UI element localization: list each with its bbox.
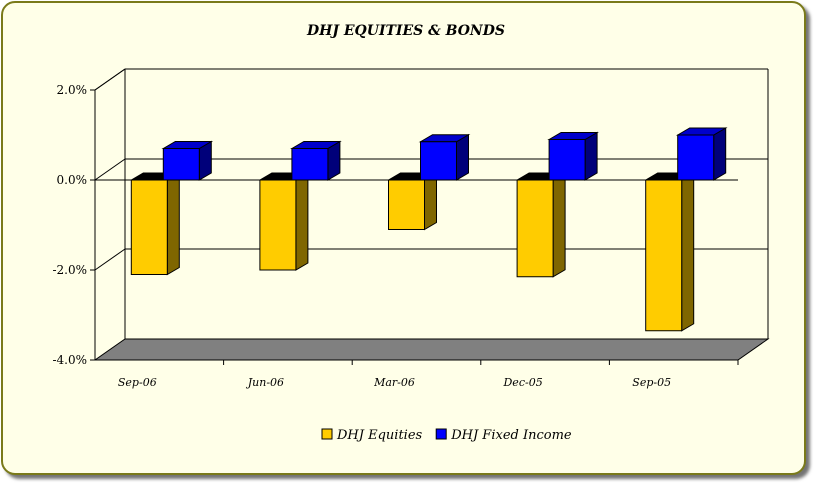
y-tick-label: 2.0%	[57, 83, 88, 97]
bar-fixed-income	[420, 141, 457, 181]
x-tick-label: Dec-05	[502, 376, 542, 389]
bar-fixed-income-side	[584, 131, 598, 181]
side-gridline	[94, 68, 126, 91]
bar-equities	[259, 179, 297, 271]
bar-fixed-income	[548, 139, 586, 181]
y-tick-label: -2.0%	[52, 263, 87, 277]
bar-equities-side	[424, 172, 437, 231]
y-tick-label: -4.0%	[52, 353, 87, 367]
bar-fixed-income-side	[713, 127, 727, 181]
chart-floor	[93, 338, 770, 361]
bar-fixed-income-side	[456, 133, 469, 181]
chart-title: DHJ EQUITIES & BONDS	[306, 23, 505, 39]
bar-fixed-income	[291, 148, 329, 181]
plot-area: 2.0% 0.0% -2.0% -4.0% Sep-06 Jun-06 Mar-06 Dec-…	[52, 68, 770, 389]
legend-swatch-fixed-income	[435, 428, 447, 440]
bar-equities-side	[552, 172, 566, 278]
legend-label-equities: DHJ Equities	[336, 428, 423, 443]
x-tick-label: Sep-06	[118, 376, 157, 389]
legend: DHJ Equities DHJ Fixed Income	[321, 428, 572, 443]
bar-fixed-income	[162, 148, 200, 181]
y-tick-label: 0.0%	[57, 173, 88, 187]
side-gridline	[94, 158, 126, 181]
legend-label-fixed-income: DHJ Fixed Income	[450, 428, 572, 443]
x-tick-label: Jun-06	[246, 376, 284, 389]
bar-equities	[516, 179, 554, 278]
bar-equities-side	[681, 172, 695, 332]
x-tick-label: Mar-06	[373, 376, 415, 389]
bar-equities	[130, 179, 168, 275]
bar-equities-side	[166, 172, 180, 276]
bar-equities	[645, 179, 683, 332]
bar-fixed-income	[677, 134, 715, 181]
x-tick-label: Sep-05	[632, 376, 671, 389]
side-gridline	[94, 248, 126, 271]
bar-equities	[388, 179, 425, 230]
legend-swatch-equities	[321, 428, 333, 440]
bar-equities-side	[295, 172, 309, 271]
